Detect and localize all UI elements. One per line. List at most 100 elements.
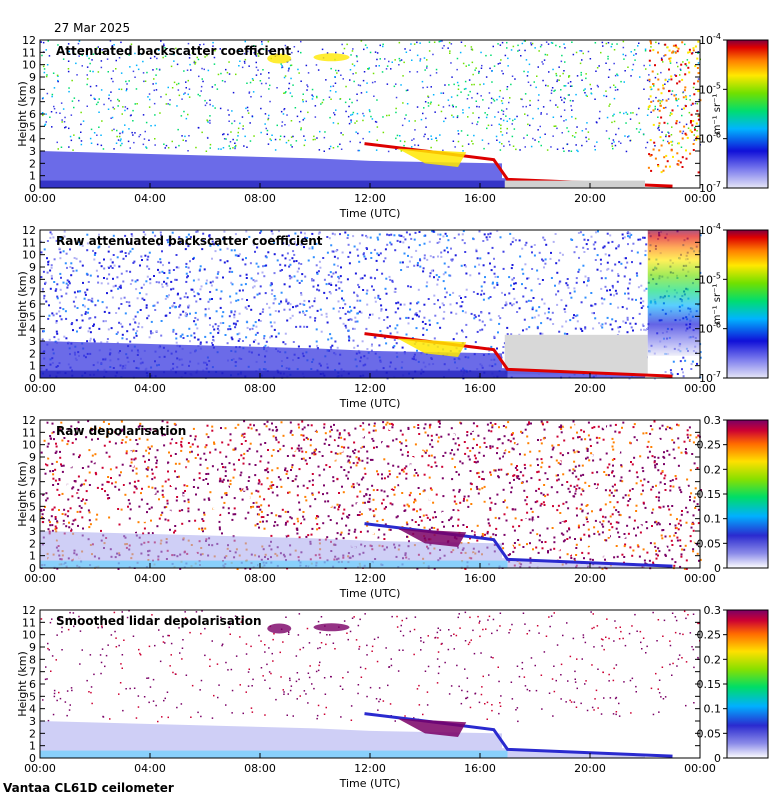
noisy-segment (647, 230, 700, 356)
date-label: 27 Mar 2025 (54, 21, 131, 35)
y-tick-label: 6 (29, 488, 36, 501)
y-tick-label: 0 (29, 752, 36, 765)
y-tick-label: 9 (29, 71, 36, 84)
x-tick-label: 20:00 (574, 192, 606, 205)
y-tick-label: 8 (29, 463, 36, 476)
colorbar-tick-label: 10-4 (699, 32, 721, 47)
colorbar-tick-label: 10-6 (699, 321, 721, 336)
high-cloud (313, 53, 350, 62)
y-tick-label: 4 (29, 703, 36, 716)
x-tick-label: 08:00 (244, 192, 276, 205)
boundary-layer (40, 341, 645, 378)
x-axis-label: Time (UTC) (339, 397, 401, 410)
colorbar-tick-label: 0.1 (704, 513, 722, 526)
cloud-core (397, 528, 467, 548)
colorbar (726, 229, 769, 379)
y-tick-label: 12 (22, 414, 36, 427)
y-tick-label: 4 (29, 323, 36, 336)
y-tick-label: 8 (29, 653, 36, 666)
y-tick-label: 9 (29, 451, 36, 464)
y-tick-label: 10 (22, 59, 36, 72)
y-tick-label: 9 (29, 261, 36, 274)
colorbar-tick-label: 0.1 (704, 703, 722, 716)
colorbar-tick-label: 10-4 (699, 222, 721, 237)
colorbar (726, 419, 769, 569)
missing-data-band (504, 180, 645, 188)
surface-layer (40, 750, 508, 758)
x-axis-label: Time (UTC) (339, 207, 401, 220)
colorbar-tick-label: 0.15 (697, 678, 722, 691)
heatmap-texture (40, 610, 701, 758)
panel-title: Raw attenuated backscatter coefficient (56, 234, 323, 248)
x-tick-label: 12:00 (354, 192, 386, 205)
x-tick-label: 00:00 (24, 382, 56, 395)
cloud-core (397, 718, 467, 738)
colorbar-tick-label: 10-7 (699, 370, 721, 385)
x-tick-label: 12:00 (354, 572, 386, 585)
panel-title: Smoothed lidar depolarisation (56, 614, 262, 628)
y-tick-label: 11 (22, 236, 36, 249)
colorbar-tick-label: 0 (714, 752, 721, 765)
y-tick-label: 0 (29, 372, 36, 385)
y-tick-label: 10 (22, 439, 36, 452)
x-tick-label: 20:00 (574, 382, 606, 395)
surface-layer (40, 180, 508, 188)
high-cloud (267, 53, 292, 64)
x-tick-label: 08:00 (244, 382, 276, 395)
y-tick-label: 5 (29, 310, 36, 323)
y-tick-label: 3 (29, 145, 36, 158)
y-tick-label: 0 (29, 182, 36, 195)
x-tick-label: 00:00 (684, 572, 716, 585)
x-tick-label: 04:00 (134, 192, 166, 205)
x-tick-label: 16:00 (464, 762, 496, 775)
x-tick-label: 16:00 (464, 192, 496, 205)
y-tick-label: 1 (29, 550, 36, 563)
heatmap-texture (40, 420, 702, 570)
y-tick-label: 5 (29, 120, 36, 133)
colorbar-tick-label: 0 (714, 562, 721, 575)
y-tick-label: 11 (22, 46, 36, 59)
y-tick-label: 2 (29, 727, 36, 740)
y-tick-label: 7 (29, 476, 36, 489)
surface-layer (40, 370, 508, 378)
x-tick-label: 00:00 (24, 762, 56, 775)
boundary-layer (40, 721, 645, 758)
x-tick-label: 08:00 (244, 762, 276, 775)
y-tick-label: 6 (29, 108, 36, 121)
colorbar-tick-label: 0.25 (697, 629, 722, 642)
footer-label: Vantaa CL61D ceilometer (3, 781, 174, 795)
x-tick-label: 12:00 (354, 762, 386, 775)
y-tick-label: 2 (29, 537, 36, 550)
colorbar-tick-label: 10-6 (699, 131, 721, 146)
x-tick-label: 04:00 (134, 382, 166, 395)
x-tick-label: 00:00 (684, 382, 716, 395)
y-tick-label: 12 (22, 34, 36, 47)
x-tick-label: 00:00 (684, 762, 716, 775)
x-tick-label: 16:00 (464, 382, 496, 395)
high-cloud (267, 623, 292, 634)
colorbar-tick-label: 0.3 (704, 414, 722, 427)
colorbar-tick-label: 0.05 (697, 537, 722, 550)
colorbar-tick-label: 0.2 (704, 463, 722, 476)
x-tick-label: 08:00 (244, 572, 276, 585)
y-tick-label: 12 (22, 604, 36, 617)
colorbar-tick-label: 10-7 (699, 180, 721, 195)
x-tick-label: 20:00 (574, 572, 606, 585)
y-tick-label: 10 (22, 249, 36, 262)
y-tick-label: 7 (29, 666, 36, 679)
y-tick-label: 4 (29, 513, 36, 526)
x-axis-label: Time (UTC) (339, 777, 401, 790)
colorbar-unit-label: m⁻¹ sr⁻¹ (712, 94, 723, 135)
cloud-base-layer (364, 712, 673, 758)
missing-data-band (504, 334, 648, 375)
x-tick-label: 20:00 (574, 762, 606, 775)
y-tick-label: 7 (29, 96, 36, 109)
y-tick-label: 4 (29, 133, 36, 146)
colorbar-tick-label: 0.15 (697, 488, 722, 501)
cloud-base-layer (364, 522, 673, 568)
colorbar-tick-label: 10-5 (699, 271, 721, 286)
